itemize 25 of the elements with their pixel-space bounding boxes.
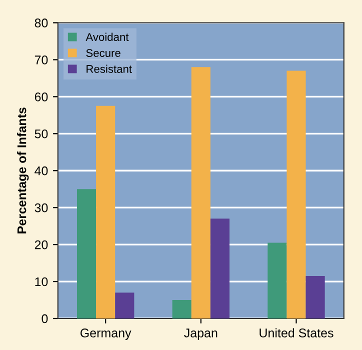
bar (76, 189, 96, 318)
legend-label: Secure (86, 49, 120, 57)
legend-label: Avoidant (86, 32, 129, 41)
x-tick-label: Japan (184, 328, 218, 340)
y-tick-label: 40 (34, 166, 48, 176)
bar (268, 242, 287, 318)
bar (210, 218, 230, 318)
y-tick-label: 50 (34, 129, 48, 138)
y-tick-label: 10 (35, 277, 48, 286)
bar (286, 70, 306, 318)
bar (306, 276, 325, 318)
y-tick-label: 80 (34, 18, 48, 28)
y-tick-label: 70 (34, 56, 48, 64)
bar (191, 67, 210, 318)
y-tick-label: 0 (42, 314, 48, 324)
bar (115, 292, 134, 318)
bar (96, 106, 116, 318)
x-tick-label: Germany (80, 328, 132, 340)
legend-label: Resistant (86, 64, 132, 73)
y-tick-label: 60 (34, 92, 48, 102)
bar (172, 300, 192, 318)
y-axis-title: Percentage of Infants (17, 108, 29, 234)
y-tick-label: 30 (34, 203, 48, 212)
y-tick-label: 20 (34, 240, 48, 250)
x-tick-label: United States (260, 328, 334, 338)
